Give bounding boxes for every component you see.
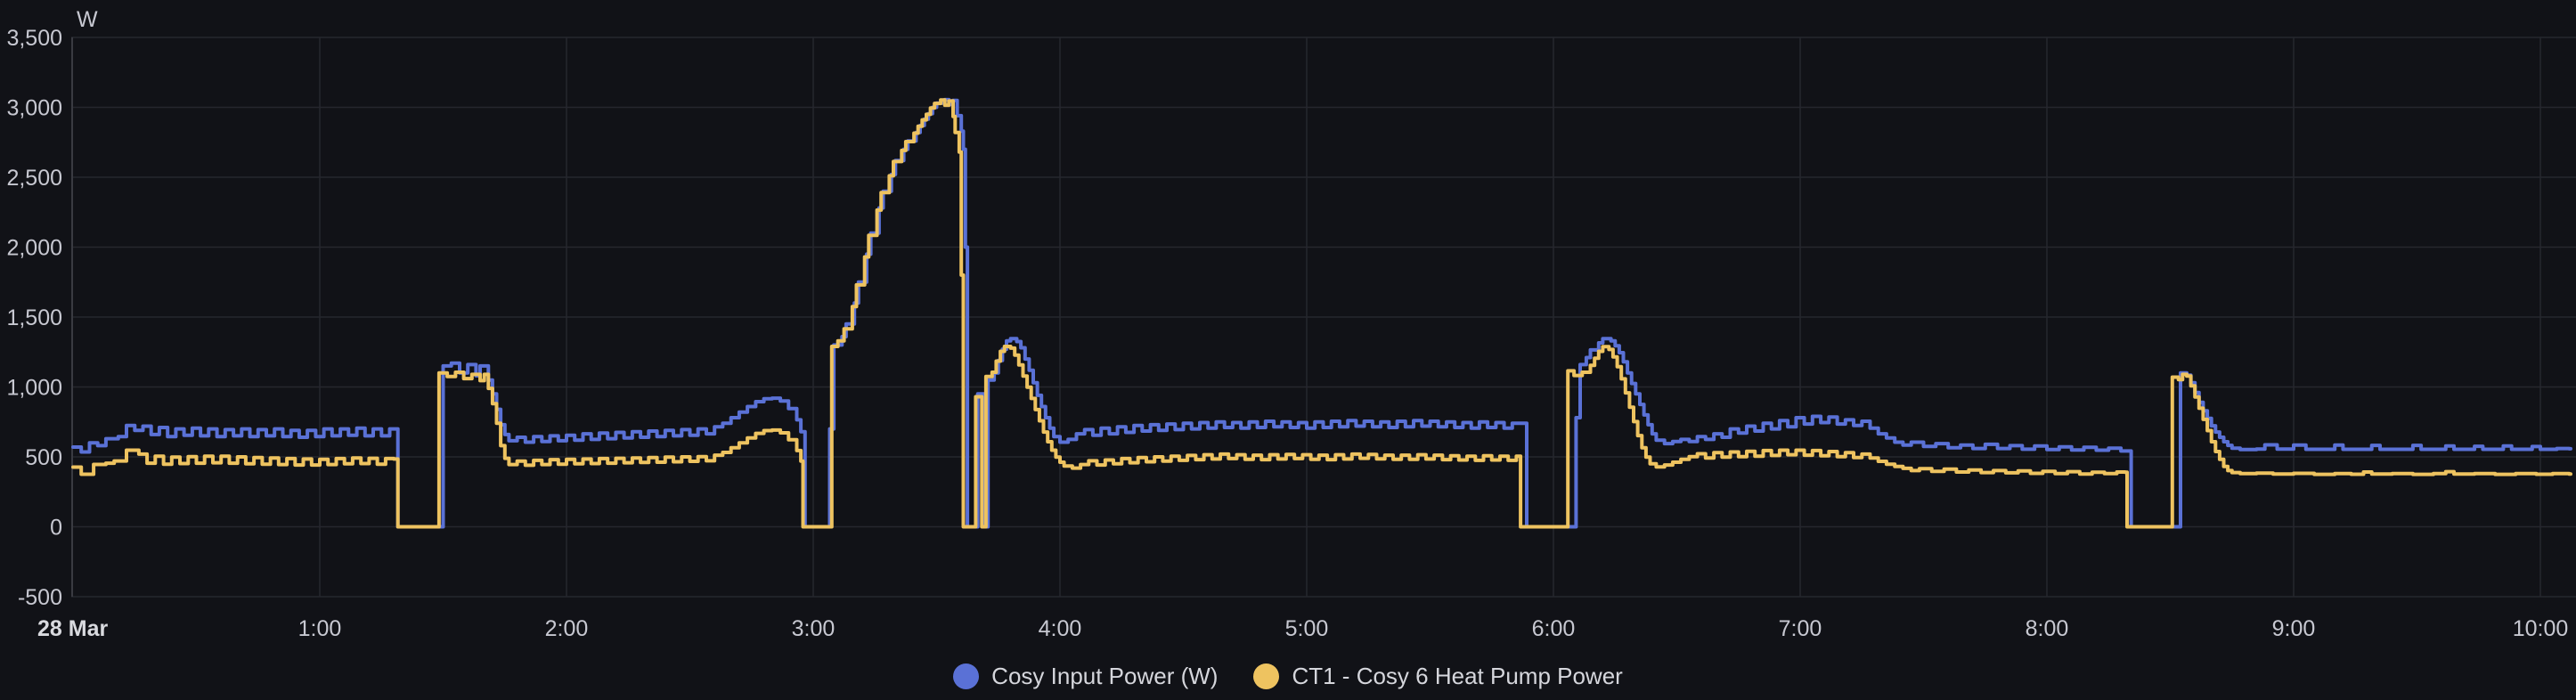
legend-item-ct1-heat-pump-power[interactable]: CT1 - Cosy 6 Heat Pump Power (1253, 662, 1623, 690)
series-color-dot-yellow (1253, 663, 1280, 689)
y-tick-label: -500 (18, 585, 62, 610)
series-line-cosy-input (71, 97, 2572, 529)
x-tick-label: 9:00 (2272, 616, 2316, 641)
y-axis-unit-label: W (77, 7, 98, 32)
y-tick-label: 1,500 (6, 305, 62, 330)
x-tick-label: 5:00 (1285, 616, 1329, 641)
legend-item-cosy-input-power[interactable]: Cosy Input Power (W) (953, 663, 1218, 690)
y-axis-tick-labels: 3,500 3,000 2,500 2,000 1,500 1,000 500 0 -500 (6, 26, 62, 610)
legend-label: CT1 - Cosy 6 Heat Pump Power (1292, 662, 1623, 689)
series-color-dot-blue (953, 663, 980, 689)
x-tick-label: 6:00 (1532, 616, 1576, 641)
y-tick-label: 3,500 (6, 26, 62, 51)
x-tick-label: 7:00 (1779, 616, 1822, 641)
x-tick-label: 4:00 (1039, 616, 1082, 641)
series-line-ct1-heat-pump (71, 98, 2572, 529)
y-tick-label: 1,000 (6, 376, 62, 401)
series-lines (71, 97, 2572, 529)
legend-label: Cosy Input Power (W) (991, 662, 1219, 689)
x-tick-label: 8:00 (2026, 616, 2069, 641)
y-tick-label: 3,000 (6, 96, 62, 121)
y-tick-label: 2,500 (6, 166, 62, 191)
x-tick-label: 1:00 (298, 616, 342, 641)
x-axis-tick-labels: 28 Mar 1:00 2:00 3:00 4:00 5:00 6:00 7:00 8:00 9:… (37, 616, 2568, 641)
y-tick-label: 0 (50, 516, 62, 541)
x-tick-label: 28 Mar (37, 616, 108, 641)
x-tick-label: 2:00 (545, 616, 589, 641)
y-tick-label: 500 (25, 445, 62, 470)
chart-legend: Cosy Input Power (W) CT1 - Cosy 6 Heat P… (0, 655, 2576, 696)
y-tick-label: 2,000 (6, 236, 62, 261)
plot-area[interactable] (72, 37, 2576, 597)
x-tick-label: 3:00 (792, 616, 836, 641)
x-tick-label: 10:00 (2513, 616, 2569, 641)
